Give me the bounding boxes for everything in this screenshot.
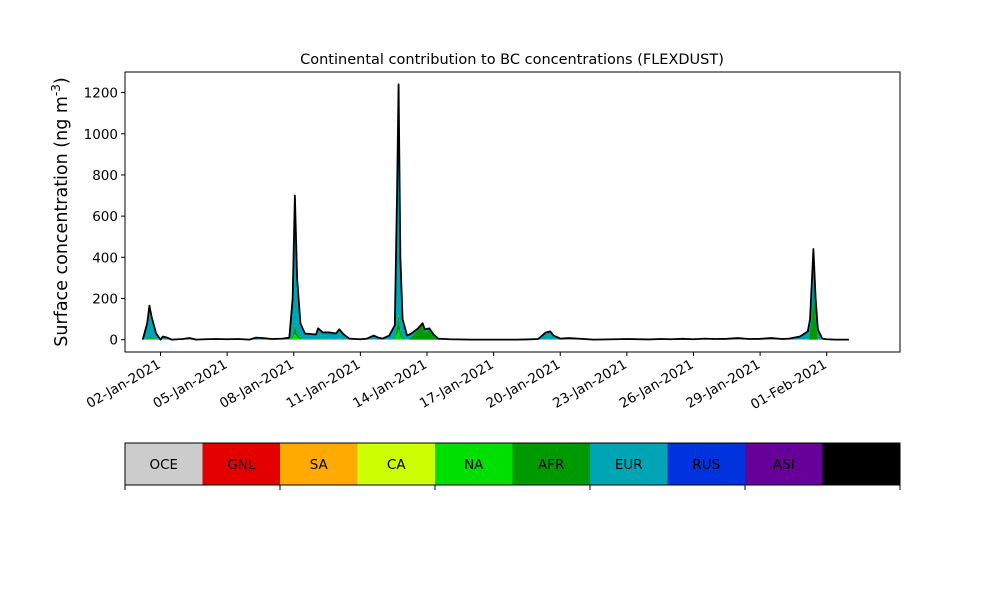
legend-swatch-sa: [280, 443, 358, 485]
y-axis-label: Surface concentration (ng m-3): [49, 77, 72, 346]
x-tick-label: 17-Jan-2021: [417, 357, 497, 412]
x-tick-label: 05-Jan-2021: [150, 357, 230, 412]
y-tick-label: 800: [92, 168, 118, 184]
legend-swatch-eur: [590, 443, 668, 485]
legend-label-ca: CA: [387, 457, 406, 473]
legend-label-gnl: GNL: [227, 457, 256, 473]
legend-swatch-aus: [822, 443, 900, 485]
chart-title: Continental contribution to BC concentra…: [300, 52, 724, 68]
y-tick-label: 600: [92, 209, 118, 225]
y-tick-label: 400: [92, 250, 118, 266]
x-tick-label: 01-Feb-2021: [748, 357, 830, 413]
x-tick-label: 02-Jan-2021: [84, 357, 164, 412]
legend-label-asi: ASI: [773, 457, 795, 473]
legend-label-sa: SA: [310, 457, 329, 473]
area-asi: [142, 84, 849, 340]
legend-label-aus: AUS: [847, 457, 875, 473]
y-tick-label: 1200: [84, 86, 118, 102]
legend-label-afr: AFR: [538, 457, 564, 473]
x-tick-label: 26-Jan-2021: [617, 357, 697, 412]
x-tick-label: 11-Jan-2021: [284, 357, 364, 412]
legend-swatch-gnl: [202, 443, 280, 485]
legend-swatch-rus: [667, 443, 745, 485]
x-tick-label: 23-Jan-2021: [550, 357, 630, 412]
colorbar-legend: OCE GNL SA CA NA AFR EUR RUS ASI AUS: [124, 442, 901, 490]
legend-swatch-asi: [745, 443, 823, 485]
x-tick-label: 14-Jan-2021: [350, 357, 430, 412]
area-afr-peak-2: [808, 286, 818, 340]
svg-text:Surface concentration (ng m-3): Surface concentration (ng m-3): [49, 77, 72, 346]
legend-swatch-afr: [512, 443, 590, 485]
legend-label-na: NA: [464, 457, 484, 473]
legend-swatch-ca: [357, 443, 435, 485]
y-tick-label: 200: [92, 291, 118, 307]
y-tick-label: 0: [109, 333, 118, 349]
total-line: [141, 83, 849, 341]
axes-frame: [124, 71, 901, 353]
y-tick-label: 1000: [84, 127, 118, 143]
legend-label-rus: RUS: [692, 457, 720, 473]
legend-swatch-oce: [125, 443, 203, 485]
area-rus: [142, 97, 849, 340]
y-axis-label-superscript: -3: [49, 84, 63, 96]
x-tick-label: 20-Jan-2021: [483, 357, 563, 412]
legend-label-eur: EUR: [615, 457, 643, 473]
plot-area: [141, 83, 849, 341]
area-afr-peak: [409, 325, 441, 340]
x-tick-label: 08-Jan-2021: [217, 357, 297, 412]
y-axis-label-text: Surface concentration (ng m: [52, 96, 72, 347]
axes: 0 200 400 600 800 1000 1200 02-Jan-202105-Jan-2…: [84, 71, 901, 413]
legend-label-oce: OCE: [149, 457, 178, 473]
area-eur: [142, 114, 849, 340]
legend-frame: [124, 442, 901, 486]
y-axis-label-close: ): [52, 77, 72, 84]
area-afr: [142, 314, 849, 340]
legend-swatch-na: [435, 443, 513, 485]
